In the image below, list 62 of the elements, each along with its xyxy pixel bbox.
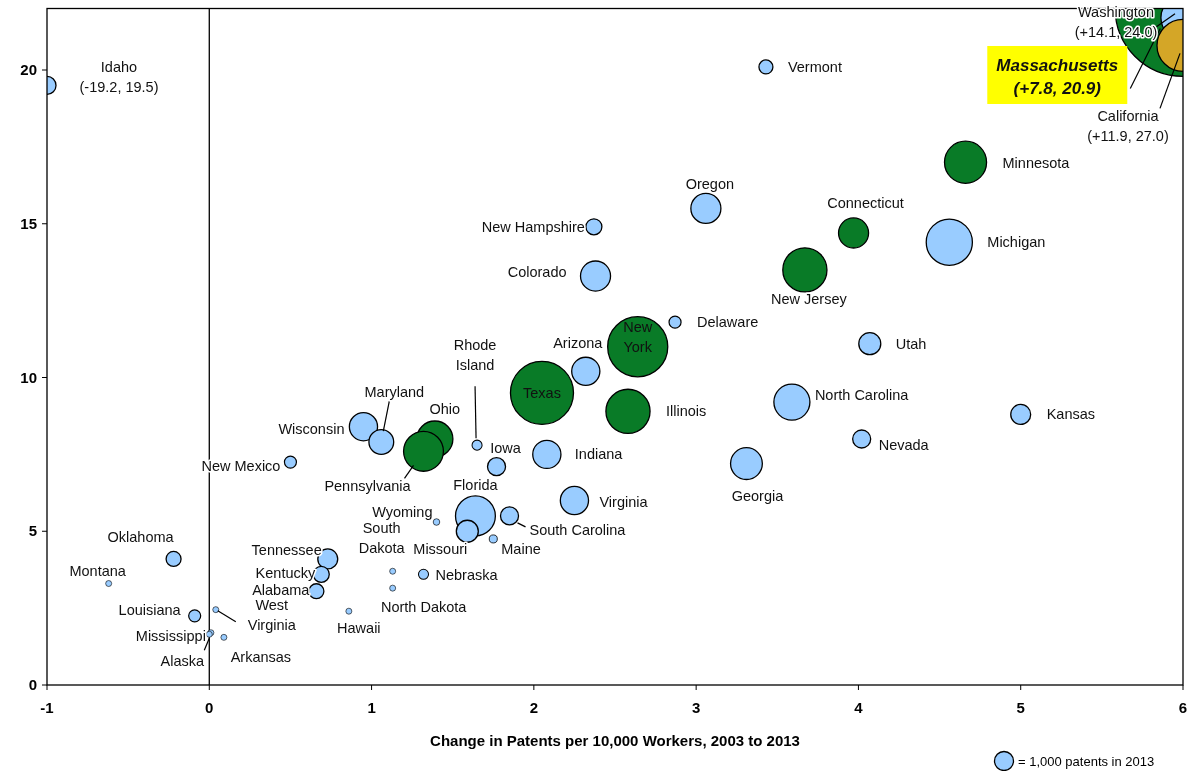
annotation: Louisiana bbox=[118, 601, 182, 618]
annotation: Wisconsin bbox=[278, 420, 345, 437]
annotation: Mississippi bbox=[135, 627, 206, 644]
annotation: Alaska bbox=[160, 653, 205, 670]
annotation: West Virginia bbox=[247, 596, 297, 633]
legend-label: = 1,000 patents in 2013 bbox=[1018, 754, 1155, 769]
annotation: Tennessee bbox=[251, 541, 322, 558]
annotation: Nebraska bbox=[435, 567, 499, 584]
annotation: Montana bbox=[69, 562, 127, 579]
annotation: Connecticut bbox=[827, 194, 904, 211]
annotation: Missouri bbox=[413, 541, 468, 558]
annotation: Oregon bbox=[685, 176, 735, 193]
y-tick-label: 5 bbox=[28, 522, 37, 540]
annotation: Massachusetts (+7.8, 20.9) bbox=[996, 55, 1119, 98]
annotation: Arizona bbox=[553, 335, 604, 352]
y-tick-label: 20 bbox=[20, 61, 37, 78]
annotation: Idaho (-19.2, 19.5) bbox=[79, 59, 159, 96]
annotation: Delaware bbox=[697, 314, 759, 331]
x-tick-label: 5 bbox=[1016, 699, 1025, 716]
x-tick-label: 3 bbox=[691, 699, 701, 716]
annotation: Arkansas bbox=[230, 649, 292, 666]
annotation: Michigan bbox=[987, 234, 1046, 251]
annotation: Utah bbox=[895, 335, 927, 352]
x-tick-label: 2 bbox=[529, 699, 539, 716]
annotation: Texas bbox=[523, 384, 561, 401]
annotation: New Jersey bbox=[771, 290, 848, 307]
annotation: Indiana bbox=[574, 446, 624, 463]
annotation: Oklahoma bbox=[107, 528, 175, 545]
x-axis-title: Change in Patents per 10,000 Workers, 2003 to 2013 bbox=[430, 732, 800, 749]
annotation: Minnesota bbox=[1002, 155, 1071, 172]
annotation: Virginia bbox=[599, 493, 649, 510]
y-tick-label: 15 bbox=[20, 214, 37, 232]
x-tick-label: 1 bbox=[367, 699, 376, 716]
annotation: Washington (+14.1, 24.0) bbox=[1074, 3, 1158, 40]
annotation: Iowa bbox=[490, 439, 522, 456]
y-tick-label: 0 bbox=[28, 676, 37, 693]
annotation: Vermont bbox=[787, 58, 842, 75]
annotation: Maryland bbox=[364, 384, 425, 401]
annotation: Nevada bbox=[878, 437, 930, 453]
annotation: Maine bbox=[501, 540, 541, 557]
annotation: Illinois bbox=[665, 403, 707, 420]
annotation: Wyoming bbox=[372, 504, 433, 521]
annotation: New York bbox=[623, 318, 653, 355]
x-tick-label: 4 bbox=[854, 699, 864, 716]
annotation: South Dakota bbox=[358, 520, 406, 557]
x-tick-label: 0 bbox=[205, 699, 214, 716]
annotation: South Carolina bbox=[529, 521, 627, 538]
x-tick-label: 6 bbox=[1178, 699, 1188, 716]
annotation: New Hampshire bbox=[481, 218, 585, 235]
annotation: Hawaii bbox=[337, 620, 381, 637]
annotation: North Dakota bbox=[380, 599, 468, 616]
annotation: Colorado bbox=[507, 264, 567, 281]
x-tick-label: -1 bbox=[40, 699, 54, 716]
annotation: Florida bbox=[453, 476, 499, 493]
annotation: North Carolina bbox=[814, 387, 910, 404]
annotation: California (+11.9, 27.0) bbox=[1087, 108, 1169, 145]
annotation: Rhode Island bbox=[453, 337, 497, 374]
annotation: Ohio bbox=[429, 401, 461, 417]
annotation: Kansas bbox=[1046, 406, 1096, 423]
y-tick-label: 10 bbox=[20, 368, 37, 386]
annotation: Pennsylvania bbox=[324, 478, 412, 495]
annotation: Georgia bbox=[731, 487, 785, 504]
